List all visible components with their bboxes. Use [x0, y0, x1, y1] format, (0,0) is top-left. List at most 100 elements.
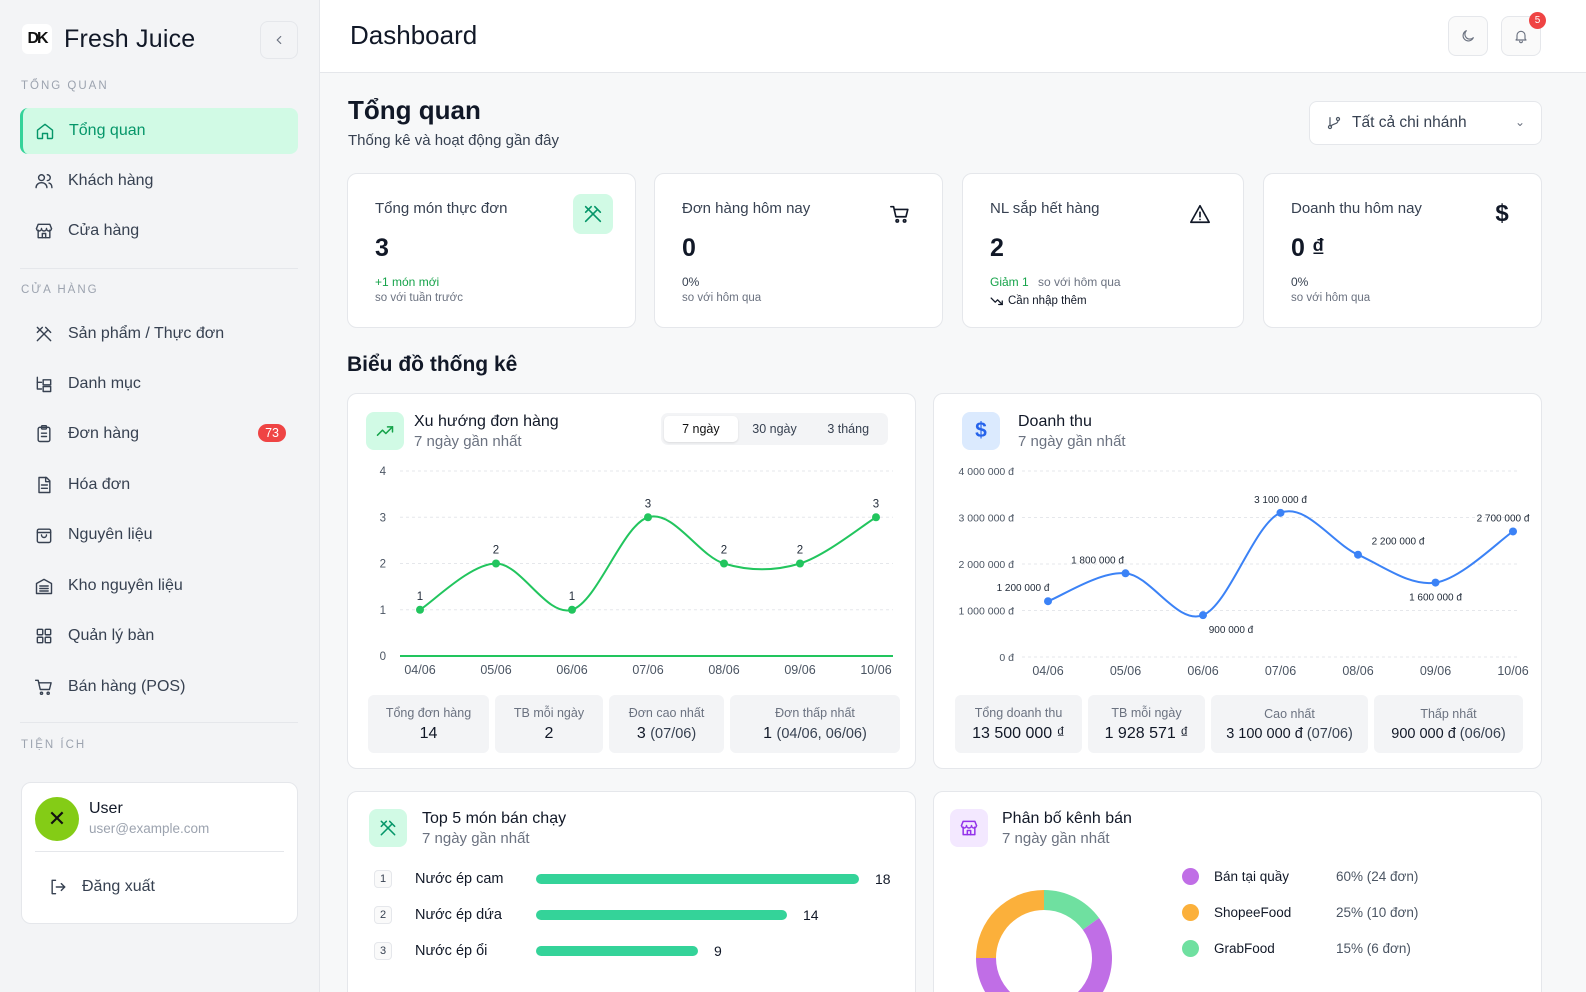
theme-toggle-button[interactable]	[1448, 16, 1488, 56]
sales-channel-panel: Phân bố kênh bán 7 ngày gần nhất Bán tại…	[933, 791, 1542, 992]
panel-subtitle: 7 ngày gần nhất	[1018, 433, 1126, 450]
x-tick-label: 08/06	[1342, 664, 1373, 678]
x-tick-label: 07/06	[632, 663, 663, 677]
summary-value: 1 928 571 ₫	[1104, 724, 1189, 742]
data-point	[492, 559, 500, 568]
stat-delta-suffix: so với hôm qua	[1038, 275, 1121, 289]
sidebar-item-products[interactable]: Sản phẩm / Thực đơn	[20, 311, 298, 357]
x-tick-label: 10/06	[860, 663, 891, 677]
user-card-divider	[35, 851, 284, 852]
data-point	[1509, 527, 1517, 536]
bell-icon	[1515, 30, 1527, 44]
sidebar-item-label: Bán hàng (POS)	[68, 678, 186, 695]
sidebar-item-categories[interactable]: Danh mục	[20, 361, 298, 407]
y-tick-label: 4 000 000 đ	[959, 466, 1015, 478]
top-item-name: Nước ép cam	[415, 871, 504, 887]
data-point	[1354, 550, 1362, 559]
branch-select[interactable]: Tất cả chi nhánh ⌄	[1309, 101, 1542, 145]
sidebar-item-stores[interactable]: Cửa hàng	[20, 208, 298, 254]
y-tick-label: 1	[380, 605, 386, 617]
sidebar-item-overview[interactable]: Tổng quan	[20, 108, 298, 154]
sidebar-item-ingredients[interactable]: Nguyên liệu	[20, 512, 298, 558]
data-label: 1	[569, 591, 575, 603]
sidebar-item-label: Hóa đơn	[68, 476, 131, 493]
top-item-name: Nước ép ổi	[415, 943, 488, 959]
stat-delta-row: Giảm 1 so với hôm qua	[990, 275, 1121, 289]
sidebar-item-label: Cửa hàng	[68, 222, 140, 239]
summary-avg-revenue: TB mỗi ngày 1 928 571 ₫	[1088, 695, 1205, 753]
data-point	[1276, 508, 1285, 517]
top-item-bar	[536, 910, 787, 920]
warehouse-icon	[34, 576, 54, 596]
range-30-days[interactable]: 30 ngày	[752, 422, 797, 436]
range-7-days[interactable]: 7 ngày	[664, 416, 738, 442]
user-name: User	[89, 800, 123, 817]
legend-value: 60% (24 đơn)	[1336, 868, 1419, 884]
data-label: 3	[645, 498, 651, 510]
sidebar-item-pos[interactable]: Bán hàng (POS)	[20, 664, 298, 710]
data-point	[644, 513, 652, 522]
sidebar-item-customers[interactable]: Khách hàng	[20, 158, 298, 204]
top-item-bar	[536, 874, 859, 884]
data-point	[1199, 611, 1207, 620]
summary-label: Thấp nhất	[1420, 706, 1477, 721]
top-item-row: 3 Nước ép ổi 9	[374, 939, 914, 963]
stat-card-orders-today: Đơn hàng hôm nay 0 0% so với hôm qua	[654, 173, 943, 328]
dollar-icon: $	[1495, 200, 1509, 227]
summary-max-revenue: Cao nhất 3 100 000 đ (07/06)	[1211, 695, 1368, 753]
git-branch-icon	[1327, 116, 1341, 130]
y-tick-label: 0	[380, 651, 386, 663]
y-tick-label: 4	[380, 466, 387, 478]
brand[interactable]: DK Fresh Juice	[22, 24, 195, 54]
revenue-summary: Tổng doanh thu 13 500 000 ₫ TB mỗi ngày …	[955, 695, 1523, 753]
sidebar: DK Fresh Juice TỔNG QUAN Tổng quan Khách…	[0, 0, 320, 992]
logout-button[interactable]: Đăng xuất	[48, 877, 155, 897]
top-header: Dashboard 5	[320, 0, 1586, 73]
notifications-button[interactable]: 5	[1501, 12, 1546, 56]
stat-value: 3	[375, 234, 389, 262]
sidebar-item-tables[interactable]: Quản lý bàn	[20, 613, 298, 659]
avatar[interactable]: ✕	[35, 797, 79, 841]
summary-total-orders: Tổng đơn hàng 14	[368, 695, 489, 753]
sidebar-item-orders[interactable]: Đơn hàng 73	[20, 411, 298, 457]
dollar-icon: $	[962, 412, 1000, 450]
sidebar-item-label: Tổng quan	[69, 122, 146, 139]
revenue-line-chart: 0 đ 1 000 000 đ 2 000 000 đ 3 000 000 đ 4 00…	[959, 466, 1530, 678]
brand-logo: DK	[22, 24, 52, 54]
data-label: 1	[417, 591, 423, 603]
cart-icon	[34, 677, 54, 697]
range-3-months[interactable]: 3 tháng	[827, 422, 870, 436]
brand-name: Fresh Juice	[64, 24, 196, 53]
summary-label: TB mỗi ngày	[513, 705, 585, 720]
summary-label: Tổng doanh thu	[974, 705, 1063, 720]
collapse-sidebar-button[interactable]	[260, 21, 298, 59]
top-item-bar	[536, 946, 698, 956]
summary-value: 13 500 000 ₫	[972, 724, 1065, 742]
stat-note: so với hôm qua	[1291, 292, 1371, 304]
user-card: ✕ User user@example.com Đăng xuất	[21, 782, 298, 924]
x-tick-label: 06/06	[556, 663, 587, 677]
sidebar-item-invoices[interactable]: Hóa đơn	[20, 462, 298, 508]
section-label-store: CỬA HÀNG	[21, 284, 99, 296]
summary-label: Cao nhất	[1264, 706, 1315, 721]
users-icon	[34, 171, 54, 191]
page-subtitle: Thống kê và hoạt động gần đây	[348, 132, 559, 149]
moon-icon	[1462, 30, 1474, 42]
summary-max-orders: Đơn cao nhất 3 (07/06)	[609, 695, 724, 753]
panel-title: Xu hướng đơn hàng	[414, 413, 559, 430]
summary-extra: (06/06)	[1459, 725, 1506, 742]
stat-card-low-stock: NL sắp hết hàng 2 Giảm 1 so với hôm qua …	[962, 173, 1244, 328]
donut-slice	[976, 918, 1112, 992]
summary-value-row: 3 (07/06)	[637, 725, 696, 743]
user-email: user@example.com	[89, 821, 210, 836]
y-tick-label: 3	[380, 512, 386, 524]
rank-badge: 3	[374, 942, 392, 960]
store-icon	[34, 221, 54, 241]
legend-swatch	[1182, 903, 1199, 921]
page-header-title: Dashboard	[350, 20, 478, 50]
sidebar-item-label: Khách hàng	[68, 172, 154, 189]
sidebar-item-warehouse[interactable]: Kho nguyên liệu	[20, 563, 298, 609]
page-title: Tổng quan	[348, 95, 481, 125]
clipboard-icon	[34, 424, 54, 444]
x-tick-label: 08/06	[708, 663, 739, 677]
